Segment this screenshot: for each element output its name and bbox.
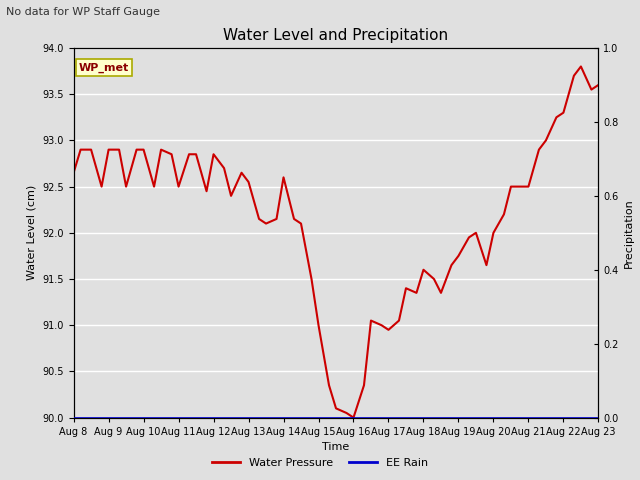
Y-axis label: Water Level (cm): Water Level (cm) <box>27 185 36 280</box>
X-axis label: Time: Time <box>323 442 349 452</box>
Legend: Water Pressure, EE Rain: Water Pressure, EE Rain <box>207 453 433 472</box>
Title: Water Level and Precipitation: Water Level and Precipitation <box>223 28 449 43</box>
Y-axis label: Precipitation: Precipitation <box>624 198 634 268</box>
Text: No data for WP Staff Gauge: No data for WP Staff Gauge <box>6 7 161 17</box>
Text: WP_met: WP_met <box>79 63 129 73</box>
